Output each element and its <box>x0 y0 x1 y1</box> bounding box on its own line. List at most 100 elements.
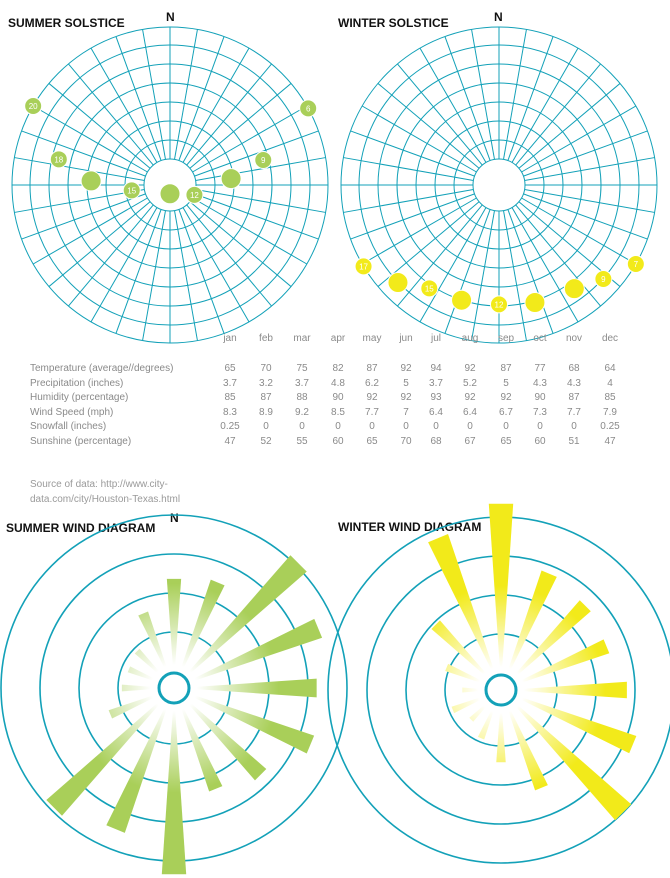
azimuth-line <box>419 47 487 163</box>
table-cell: 67 <box>464 435 476 447</box>
azimuth-line <box>115 209 162 334</box>
table-cell: 87 <box>500 363 512 374</box>
table-cell: 90 <box>332 392 344 403</box>
azimuth-line <box>174 29 198 160</box>
azimuth-line <box>90 207 158 323</box>
summer-wind-petal <box>106 707 167 833</box>
azimuth-line <box>521 197 637 265</box>
azimuth-line <box>192 197 308 265</box>
table-cell: 6.2 <box>365 377 379 389</box>
table-cell: 7.7 <box>365 406 379 418</box>
table-cell: 7.7 <box>567 406 581 418</box>
summer-sun-point <box>24 97 43 115</box>
azimuth-line <box>518 83 621 169</box>
summer-wind-petal <box>138 611 167 669</box>
table-cell: 65 <box>500 435 512 447</box>
azimuth-line <box>178 209 225 334</box>
winter-sun-point <box>354 257 373 276</box>
winter-sun-point <box>420 279 439 298</box>
azimuth-line <box>186 63 272 166</box>
winter-solstice-title: WINTER SOLSTICE <box>338 16 449 30</box>
summer-sun-point <box>299 99 318 118</box>
azimuth-line <box>515 204 601 307</box>
summer-wind-petal <box>134 648 160 674</box>
azimuth-line <box>350 193 475 240</box>
azimuth-line <box>48 201 151 287</box>
winter-solstice-diagram: 17 15 12 9 7 <box>340 26 658 344</box>
azimuth-line <box>361 197 477 265</box>
winter-wind-petal <box>520 697 637 754</box>
azimuth-line <box>444 36 491 161</box>
winter-wind-title: WINTER WIND DIAGRAM <box>338 520 482 534</box>
winter-wind-center <box>484 673 518 707</box>
winter-grid <box>340 26 658 344</box>
winter-wind-petal <box>522 681 627 699</box>
table-row-label: Temperature (average//degrees) <box>30 363 174 374</box>
table-cell: 0 <box>335 421 341 432</box>
source-note: Source of data: http://www.city-data.com… <box>30 479 181 505</box>
table-cell: 68 <box>430 435 442 447</box>
table-cell: 3.7 <box>223 377 237 389</box>
azimuth-line <box>503 210 527 341</box>
summer-sun-point <box>159 183 181 205</box>
table-column-header: jan <box>223 333 237 344</box>
table-cell: 4.3 <box>533 377 547 389</box>
summer-sun-point <box>185 185 204 204</box>
summer-hour-label: 15 <box>127 186 136 195</box>
azimuth-line <box>444 209 491 334</box>
azimuth-line <box>178 36 225 161</box>
summer-wind-petal <box>127 666 155 681</box>
azimuth-line <box>377 83 480 169</box>
table-cell: 0.25 <box>220 421 240 432</box>
azimuth-line <box>511 207 579 323</box>
winter-wind-petal <box>488 503 514 669</box>
table-row-label: Sunshine (percentage) <box>30 435 132 447</box>
summer-sun-point <box>80 170 102 192</box>
azimuth-line <box>397 204 483 307</box>
table-cell: 6.4 <box>429 406 443 418</box>
table-cell: 5.2 <box>463 377 477 389</box>
table-cell: 93 <box>430 392 442 403</box>
azimuth-line <box>361 105 477 173</box>
summer-hour-label: 6 <box>306 104 311 113</box>
azimuth-line <box>195 189 326 213</box>
azimuth-line <box>350 130 475 177</box>
azimuth-line <box>21 193 146 240</box>
table-column-header: jun <box>399 333 413 344</box>
winter-wind-petal <box>462 687 480 693</box>
summer-sun-point <box>220 168 242 190</box>
summer-hour-label: 20 <box>29 102 38 111</box>
table-cell: 70 <box>260 363 272 374</box>
table-cell: 6.7 <box>499 406 513 418</box>
summer-hour-label: 9 <box>261 156 266 165</box>
summer-wind-petal <box>188 702 267 781</box>
table-row-label: Precipitation (inches) <box>30 377 124 389</box>
winter-hour-label: 15 <box>425 284 434 293</box>
table-cell: 70 <box>400 435 412 447</box>
table-cell: 0 <box>467 421 473 432</box>
table-row-label: Wind Speed (mph) <box>30 406 114 418</box>
table-cell: 4.8 <box>331 377 345 389</box>
table-cell: 92 <box>366 392 378 403</box>
table-cell: 8.5 <box>331 406 345 418</box>
table-cell: 4.3 <box>567 377 581 389</box>
table-cell: 75 <box>296 363 308 374</box>
table-cell: 51 <box>568 435 580 447</box>
azimuth-line <box>343 157 474 181</box>
winter-wind-petal <box>508 570 557 671</box>
azimuth-line <box>142 29 166 160</box>
table-cell: 0 <box>369 421 375 432</box>
table-cell: 65 <box>366 435 378 447</box>
table-cell: 85 <box>604 392 616 403</box>
winter-wind-petal <box>477 709 494 740</box>
summer-hour-label: 18 <box>54 155 63 164</box>
summer-wind-petal <box>188 555 307 674</box>
azimuth-line <box>14 189 145 213</box>
table-cell: 92 <box>500 392 512 403</box>
azimuth-line <box>524 189 655 213</box>
azimuth-line <box>14 157 145 181</box>
azimuth-line <box>523 193 648 240</box>
azimuth-line <box>194 193 319 240</box>
table-cell: 47 <box>224 435 236 447</box>
